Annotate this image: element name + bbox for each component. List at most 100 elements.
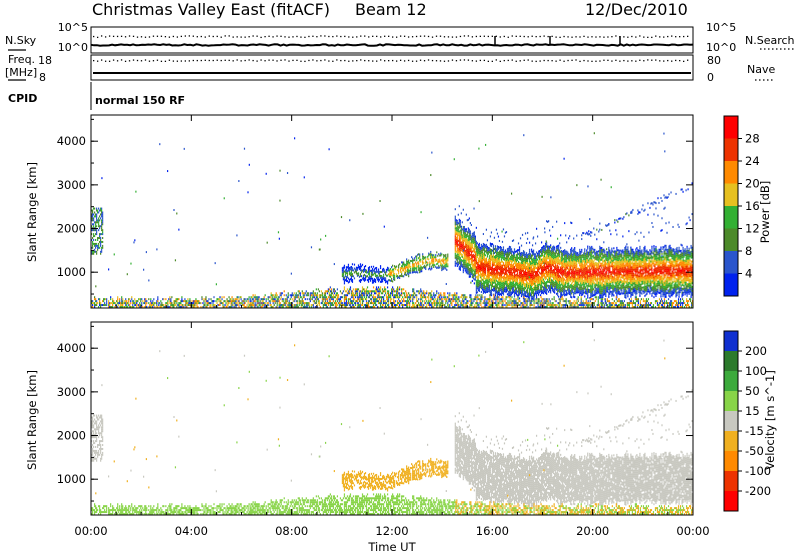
power-cell [574,290,576,293]
power-cell [629,292,631,295]
power-cell [671,278,673,281]
power-cell [594,248,596,251]
search-noise-dot [164,36,167,38]
power-cell [579,294,581,297]
power-cell [571,270,573,273]
power-cell [614,287,616,290]
power-cell [486,261,489,264]
power-cell [564,255,566,257]
power-cell [466,258,468,261]
power-cell [627,271,629,274]
power-cell [538,277,541,280]
nave-dot [487,60,489,62]
power-cell [534,255,537,258]
power-cell [480,291,482,293]
power-cell [498,287,501,290]
power-cell [530,285,533,288]
noise-right-tick-bottom: 10^0 [706,41,736,54]
power-cell [476,277,478,280]
power-cell [510,252,513,255]
power-cell [583,266,585,269]
power-cell [464,253,466,256]
power-cell [593,272,595,275]
power-cell [488,247,491,250]
power-cell [517,253,520,256]
power-cell [469,236,471,239]
power-cell [608,295,610,298]
power-cell [584,269,586,272]
search-noise-dot [607,36,609,38]
power-cell [486,271,489,274]
power-cell [506,250,509,253]
power-cell [478,280,480,283]
power-cell [489,258,492,261]
power-cell [512,239,515,242]
power-cell [594,256,596,259]
power-cell [605,253,607,256]
power-cell [618,284,620,287]
power-cell [499,293,502,296]
power-cell [579,284,581,287]
power-cell [496,266,499,269]
power-cell [480,275,482,278]
nave-dot [619,60,621,62]
power-cell [539,290,542,293]
power-cell [525,242,528,245]
power-cell [601,262,603,265]
power-cell [632,256,634,259]
power-cell [461,265,463,268]
power-cell [637,256,639,259]
power-cell [577,252,579,255]
power-cell [460,261,462,264]
power-cell [497,255,500,258]
power-cell [571,255,573,258]
power-cell [648,280,650,283]
power-cell [584,275,586,278]
power-cell [554,270,556,273]
power-cell [645,264,647,267]
power-cell [467,237,469,240]
power-cell [628,260,630,263]
power-cell [641,261,643,264]
power-cell [502,293,505,296]
power-cell [595,257,597,260]
nave-dot [316,60,318,62]
power-cell [475,270,477,273]
power-cell [515,254,518,257]
power-cell [507,267,510,270]
power-cell [525,285,528,288]
power-cell [670,251,672,254]
power-cell [547,245,549,248]
power-cell [644,294,646,297]
power-cell [466,250,468,253]
power-cell [494,251,497,254]
power-cell [660,270,662,273]
power-cell [584,258,586,261]
power-cell [619,261,621,264]
power-cell [514,276,517,279]
power-cell [655,249,657,252]
power-cell [517,282,520,285]
power-cell [498,260,501,263]
search-noise-dot [459,35,462,38]
power-cell [473,247,475,249]
power-cell [664,295,666,298]
power-cell [584,279,586,282]
nave-dot [352,60,354,62]
power-cell [661,258,663,261]
power-cell [627,250,629,253]
power-cell [639,253,641,256]
power-cell [651,269,653,272]
power-cell [587,286,589,289]
power-cell [601,247,603,249]
power-cell [592,277,594,280]
power-cell [584,256,586,259]
power-cell [602,252,604,255]
power-cell [598,281,600,284]
power-cell [623,288,625,291]
power-cell [608,252,610,255]
power-cell [483,265,486,268]
power-cell [656,267,658,270]
power-cell [507,247,510,250]
power-cell [645,275,647,278]
